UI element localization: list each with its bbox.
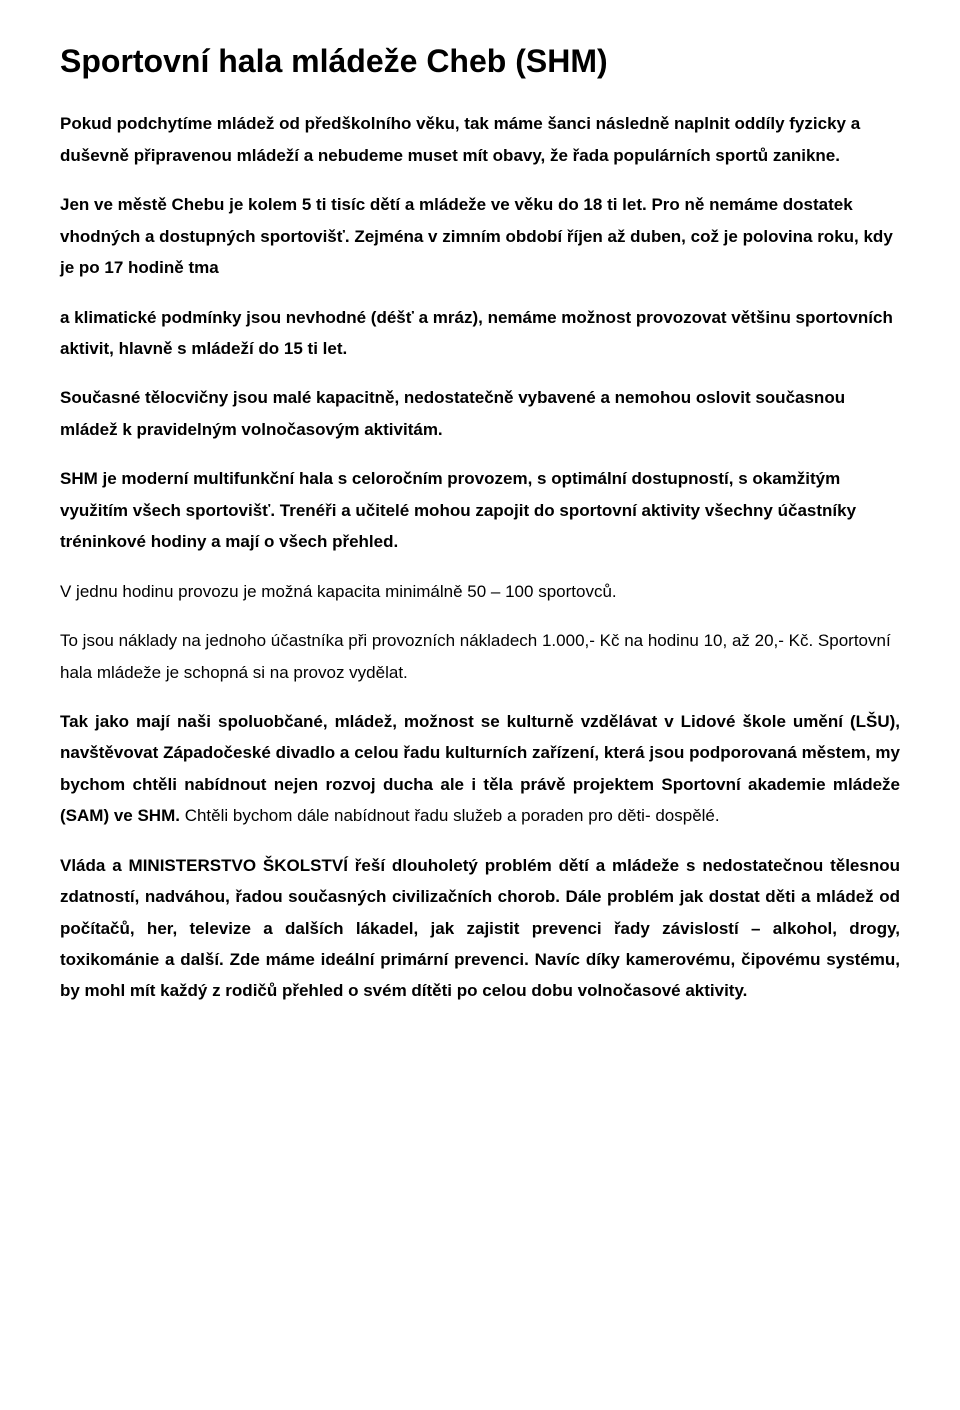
paragraph-9: Vláda a MINISTERSTVO ŠKOLSTVÍ řeší dlouh… <box>60 850 900 1007</box>
paragraph-4: Současné tělocvičny jsou malé kapacitně,… <box>60 382 900 445</box>
paragraph-8-regular: Chtěli bychom dále nabídnout řadu služeb… <box>185 806 720 825</box>
document-title: Sportovní hala mládeže Cheb (SHM) <box>60 42 900 80</box>
paragraph-5: SHM je moderní multifunkční hala s celor… <box>60 463 900 557</box>
paragraph-3: a klimatické podmínky jsou nevhodné (déš… <box>60 302 900 365</box>
paragraph-6: V jednu hodinu provozu je možná kapacita… <box>60 576 900 607</box>
paragraph-2: Jen ve městě Chebu je kolem 5 ti tisíc d… <box>60 189 900 283</box>
paragraph-7: To jsou náklady na jednoho účastníka při… <box>60 625 900 688</box>
paragraph-8: Tak jako mají naši spoluobčané, mládež, … <box>60 706 900 832</box>
paragraph-1: Pokud podchytíme mládež od předškolního … <box>60 108 900 171</box>
